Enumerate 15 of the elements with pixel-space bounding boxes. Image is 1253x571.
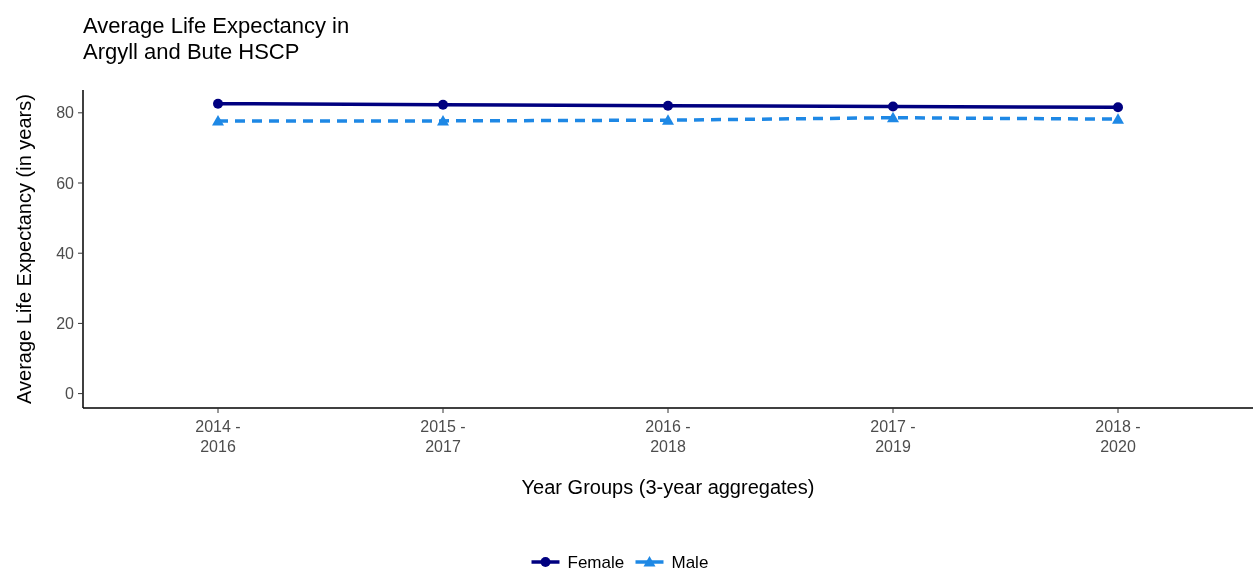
x-tick-label: 2017 - 2019 [870, 418, 916, 455]
y-tick-label: 0 [65, 385, 75, 403]
x-tick-label: 2016 - 2018 [645, 418, 691, 455]
y-tick-label: 60 [56, 174, 75, 192]
x-tick-label: 2015 - 2017 [420, 418, 466, 455]
legend-label: Male [671, 552, 709, 571]
y-tick-label: 40 [56, 244, 75, 262]
x-axis-title: Year Groups (3-year aggregates) [521, 476, 815, 498]
y-tick-label: 20 [56, 315, 75, 333]
y-tick-label: 80 [56, 104, 75, 122]
y-axis-title: Average Life Expectancy (in years) [13, 94, 35, 404]
chart-title: Average Life Expectancy in Argyll and Bute HSCP [83, 13, 350, 64]
legend-label: Female [567, 552, 625, 571]
x-tick-label: 2014 - 2016 [195, 418, 241, 455]
x-tick-label: 2018 - 2020 [1095, 418, 1141, 455]
